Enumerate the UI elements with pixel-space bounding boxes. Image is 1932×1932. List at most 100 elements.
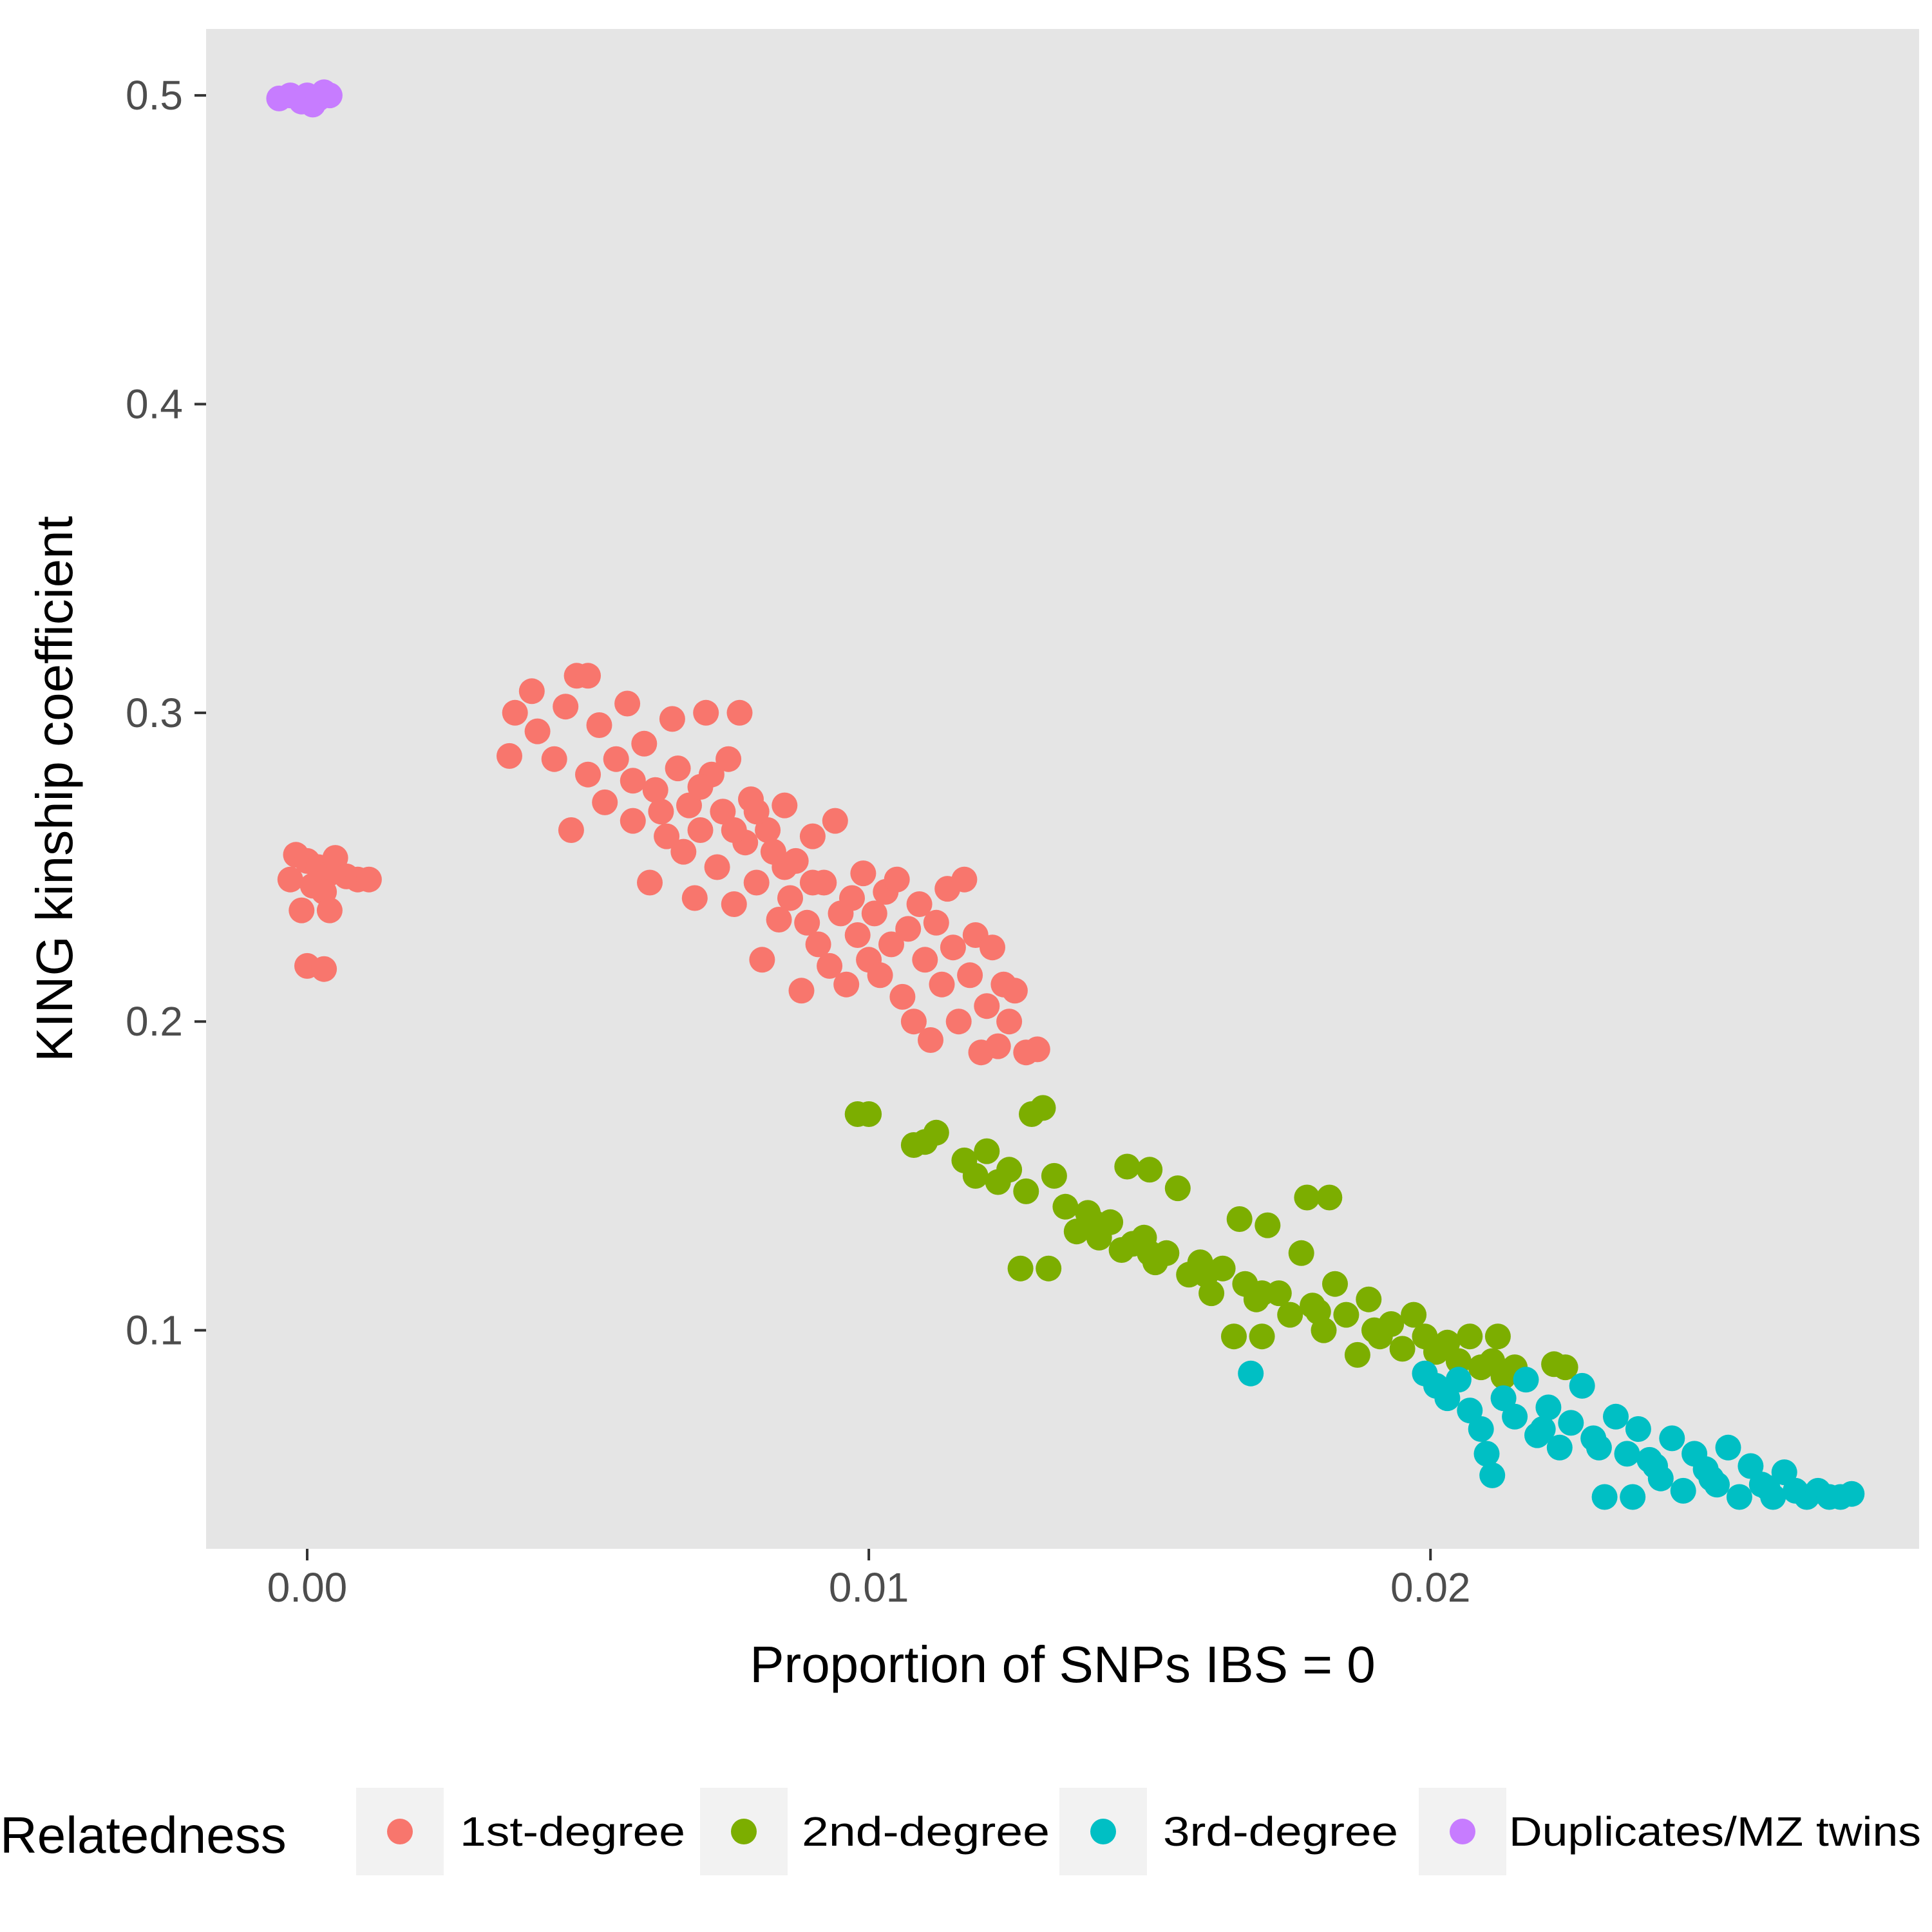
point-2nd-degree-22 [1114,1153,1141,1180]
point-1st-degree-100 [687,773,714,800]
point-1st-degree-102 [743,799,770,825]
point-2nd-degree-45 [1316,1184,1343,1211]
point-2nd-degree-33 [1221,1323,1247,1350]
point-3rd-degree-10 [1502,1403,1528,1430]
y-tick-label-0: 0.1 [126,1307,183,1354]
point-1st-degree-98 [620,768,646,794]
point-1st-degree-15 [497,743,522,769]
point-1st-degree-90 [974,993,1000,1019]
point-1st-degree-77 [900,1009,927,1035]
point-3rd-degree-22 [1625,1416,1651,1442]
point-1st-degree-87 [957,962,983,989]
point-1st-degree-76 [895,916,922,942]
point-2nd-degree-47 [1333,1302,1359,1328]
point-1st-degree-58 [794,909,820,936]
point-2nd-degree-14 [1036,1255,1062,1282]
point-1st-degree-71 [867,962,893,989]
point-2nd-degree-9 [996,1157,1023,1183]
point-2nd-degree-49 [1356,1286,1382,1312]
point-1st-degree-24 [575,761,601,788]
point-2nd-degree-69 [1249,1280,1275,1307]
point-3rd-degree-7 [1473,1441,1500,1467]
point-2nd-degree-70 [1305,1298,1331,1325]
point-3rd-degree-32 [1738,1453,1764,1479]
point-1st-degree-31 [637,869,663,896]
point-1st-degree-40 [693,699,719,726]
point-1st-degree-57 [788,978,815,1004]
point-1st-degree-44 [715,746,742,772]
point-3rd-degree-15 [1558,1410,1584,1436]
point-1st-degree-86 [951,866,978,893]
point-1st-degree-36 [670,838,697,865]
point-2nd-degree-25 [1137,1157,1163,1183]
point-1st-degree-91 [980,934,1005,961]
point-3rd-degree-41 [1839,1481,1865,1507]
legend-title: Relatedness [0,1806,287,1864]
point-1st-degree-34 [659,706,685,732]
point-1st-degree-75 [889,983,916,1010]
point-1st-degree-74 [884,866,910,893]
x-tick-label-0: 0.00 [267,1564,348,1611]
point-1st-degree-27 [603,746,629,772]
x-tick-label-1: 0.01 [829,1564,909,1611]
point-1st-degree-84 [940,934,966,961]
point-3rd-degree-35 [1771,1459,1797,1486]
point-1st-degree-54 [772,792,798,819]
legend-swatch-3rd-degree [1090,1819,1116,1844]
point-2nd-degree-15 [1041,1162,1067,1189]
point-2nd-degree-4 [923,1119,949,1146]
point-2nd-degree-38 [1255,1212,1281,1238]
point-3rd-degree-9 [1490,1385,1517,1412]
point-2nd-degree-66 [1081,1209,1106,1235]
x-tick-label-2: 0.02 [1390,1564,1471,1611]
point-1st-degree-85 [945,1009,972,1035]
plot-panel [206,29,1919,1549]
point-3rd-degree-3 [1434,1385,1461,1412]
point-3rd-degree-31 [1726,1484,1752,1510]
point-2nd-degree-16 [1052,1193,1079,1220]
point-1st-degree-103 [772,854,798,880]
point-1st-degree-59 [799,823,826,849]
point-3rd-degree-30 [1715,1434,1741,1461]
legend-swatch-2nd-degree [731,1819,757,1844]
point-1st-degree-49 [743,869,770,896]
point-1st-degree-10 [355,866,382,893]
legend: Relatedness 1st-degree 2nd-degree 3rd-degr… [0,1788,1921,1875]
point-1st-degree-16 [502,699,528,726]
point-1st-degree-51 [755,817,781,843]
point-2nd-degree-42 [1294,1184,1320,1211]
point-1st-degree-82 [929,971,955,998]
legend-label-duplicates-mz-twins: Duplicates/MZ twins [1509,1808,1921,1855]
point-1st-degree-104 [799,869,826,896]
point-2nd-degree-6 [962,1162,989,1189]
point-2nd-degree-1 [856,1101,882,1127]
point-3rd-degree-45 [1698,1465,1725,1492]
point-1st-degree-79 [912,947,938,973]
point-2nd-degree-56 [1434,1329,1461,1356]
y-tick-label-1: 0.2 [126,998,183,1045]
point-1st-degree-35 [665,755,691,782]
point-2nd-degree-52 [1389,1336,1416,1362]
point-1st-degree-20 [553,694,579,720]
point-1st-degree-81 [923,909,949,936]
y-tick-label-4: 0.5 [126,72,183,118]
point-1st-degree-99 [648,799,674,825]
point-1st-degree-19 [541,746,567,772]
point-1st-degree-26 [592,789,618,815]
point-3rd-degree-13 [1535,1394,1562,1421]
point-1st-degree-62 [817,952,843,979]
y-tick-label-3: 0.4 [126,381,183,427]
point-1st-degree-30 [631,730,658,757]
point-3rd-degree-44 [1642,1453,1669,1479]
point-1st-degree-67 [844,922,871,948]
point-1st-degree-28 [614,690,641,717]
point-1st-degree-39 [687,817,714,843]
point-2nd-degree-34 [1226,1206,1253,1232]
point-3rd-degree-14 [1546,1434,1573,1461]
point-1st-degree-97 [1024,1036,1050,1063]
point-2nd-degree-40 [1277,1302,1303,1328]
legend-items: 1st-degree 2nd-degree 3rd-degree Duplicates… [356,1788,1921,1875]
point-1st-degree-66 [839,885,865,911]
point-3rd-degree-20 [1614,1441,1640,1467]
